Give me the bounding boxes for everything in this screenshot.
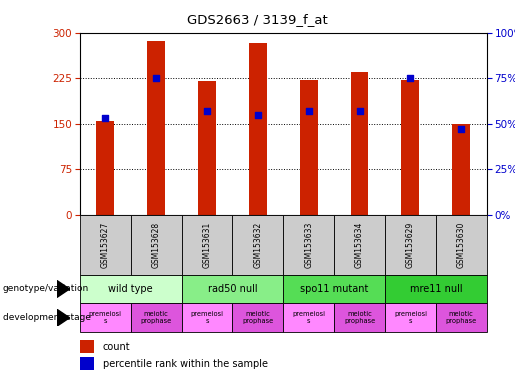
Point <box>254 112 262 118</box>
Bar <box>80 357 94 370</box>
Text: premeiosi
s: premeiosi s <box>394 311 427 324</box>
Text: genotype/variation: genotype/variation <box>3 285 89 293</box>
Text: premeiosi
s: premeiosi s <box>191 311 224 324</box>
Bar <box>147 41 165 215</box>
Text: mre11 null: mre11 null <box>409 284 462 294</box>
Bar <box>181 275 283 303</box>
Text: GSM153631: GSM153631 <box>202 222 212 268</box>
Text: development stage: development stage <box>3 313 91 322</box>
Bar <box>283 303 334 332</box>
Text: GSM153628: GSM153628 <box>151 222 161 268</box>
Bar <box>436 303 487 332</box>
Bar <box>334 303 385 332</box>
Bar <box>283 275 385 303</box>
Bar <box>80 303 131 332</box>
Bar <box>181 303 232 332</box>
Point <box>355 108 364 114</box>
Bar <box>80 215 131 275</box>
Text: spo11 mutant: spo11 mutant <box>300 284 368 294</box>
Bar <box>402 80 419 215</box>
Text: GSM153634: GSM153634 <box>355 222 364 268</box>
Text: meiotic
prophase: meiotic prophase <box>445 311 477 324</box>
Bar <box>198 81 216 215</box>
Text: GDS2663 / 3139_f_at: GDS2663 / 3139_f_at <box>187 13 328 26</box>
Text: premeiosi
s: premeiosi s <box>292 311 325 324</box>
Text: meiotic
prophase: meiotic prophase <box>344 311 375 324</box>
Bar <box>385 303 436 332</box>
Bar <box>131 215 181 275</box>
Bar <box>351 72 368 215</box>
Text: percentile rank within the sample: percentile rank within the sample <box>102 359 268 369</box>
Text: GSM153633: GSM153633 <box>304 222 313 268</box>
Text: premeiosi
s: premeiosi s <box>89 311 122 324</box>
Point <box>152 75 160 81</box>
Bar <box>385 275 487 303</box>
Bar <box>232 303 283 332</box>
Polygon shape <box>57 280 70 298</box>
Bar <box>80 340 94 353</box>
Point <box>304 108 313 114</box>
Bar <box>249 43 267 215</box>
Point <box>406 75 415 81</box>
Bar <box>80 275 181 303</box>
Point <box>101 115 109 121</box>
Text: GSM153632: GSM153632 <box>253 222 262 268</box>
Bar <box>232 215 283 275</box>
Text: GSM153627: GSM153627 <box>101 222 110 268</box>
Bar <box>334 215 385 275</box>
Text: wild type: wild type <box>108 284 153 294</box>
Bar <box>283 215 334 275</box>
Bar <box>181 215 232 275</box>
Text: GSM153630: GSM153630 <box>457 222 466 268</box>
Text: count: count <box>102 342 130 352</box>
Bar <box>300 80 318 215</box>
Point <box>203 108 211 114</box>
Bar <box>452 124 470 215</box>
Text: meiotic
prophase: meiotic prophase <box>141 311 171 324</box>
Text: GSM153629: GSM153629 <box>406 222 415 268</box>
Bar <box>131 303 181 332</box>
Point <box>457 126 466 132</box>
Text: meiotic
prophase: meiotic prophase <box>242 311 273 324</box>
Polygon shape <box>57 309 70 326</box>
Text: rad50 null: rad50 null <box>208 284 257 294</box>
Bar <box>385 215 436 275</box>
Bar <box>96 121 114 215</box>
Bar <box>436 215 487 275</box>
